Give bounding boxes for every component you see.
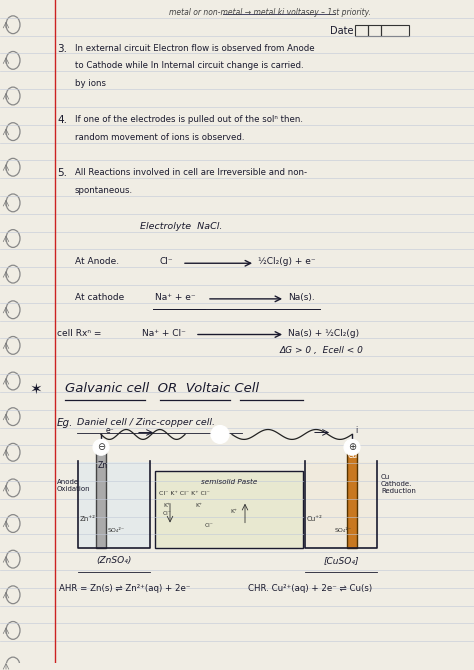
Text: Cu
Cathode.
Reduction: Cu Cathode. Reduction bbox=[381, 474, 416, 494]
Text: Cl⁻: Cl⁻ bbox=[163, 511, 172, 516]
Text: SO₄²⁻: SO₄²⁻ bbox=[335, 529, 352, 533]
Text: AHR = Zn(s) ⇌ Zn²⁺(aq) + 2e⁻: AHR = Zn(s) ⇌ Zn²⁺(aq) + 2e⁻ bbox=[59, 584, 191, 593]
Text: Na⁺ + Cl⁻: Na⁺ + Cl⁻ bbox=[142, 328, 186, 338]
Text: 3.: 3. bbox=[57, 44, 67, 54]
Text: Daniel cell / Zinc-copper cell.: Daniel cell / Zinc-copper cell. bbox=[77, 417, 215, 427]
Text: Electrolyte  NaCl.: Electrolyte NaCl. bbox=[140, 222, 222, 230]
Text: [CuSO₄]: [CuSO₄] bbox=[323, 556, 359, 565]
Text: Cu⁺²: Cu⁺² bbox=[307, 516, 323, 522]
Text: ⊖: ⊖ bbox=[97, 442, 105, 452]
Text: All Reactions involved in cell are Irreversible and non-: All Reactions involved in cell are Irrev… bbox=[75, 168, 307, 178]
Text: by ions: by ions bbox=[75, 79, 106, 88]
Text: K⁺: K⁺ bbox=[230, 509, 237, 514]
Text: ⊕: ⊕ bbox=[348, 442, 356, 452]
Text: Date: Date bbox=[330, 25, 354, 36]
Text: Zn⁺²: Zn⁺² bbox=[80, 516, 96, 522]
Bar bbox=[306, 462, 376, 547]
Text: In external circuit Electron flow is observed from Anode: In external circuit Electron flow is obs… bbox=[75, 44, 315, 52]
Text: Na⁺ + e⁻: Na⁺ + e⁻ bbox=[155, 293, 196, 302]
Text: K⁺: K⁺ bbox=[163, 502, 170, 508]
Text: Na(s) + ½Cl₂(g): Na(s) + ½Cl₂(g) bbox=[288, 328, 359, 338]
Bar bbox=[368, 25, 381, 36]
Text: e⁻: e⁻ bbox=[106, 425, 115, 435]
Text: random movement of ions is observed.: random movement of ions is observed. bbox=[75, 133, 245, 141]
Bar bbox=[347, 450, 357, 548]
Text: Cl⁻: Cl⁻ bbox=[160, 257, 173, 266]
Text: Eg.: Eg. bbox=[57, 417, 73, 427]
Bar bbox=[381, 25, 409, 36]
Text: SO₄²⁻: SO₄²⁻ bbox=[108, 529, 125, 533]
Bar bbox=[355, 25, 368, 36]
Text: At cathode: At cathode bbox=[75, 293, 124, 302]
Text: cell Rxⁿ =: cell Rxⁿ = bbox=[57, 328, 101, 338]
Text: Anode
Oxidation: Anode Oxidation bbox=[57, 479, 91, 492]
Text: K⁺: K⁺ bbox=[195, 502, 202, 508]
Text: 5.: 5. bbox=[57, 168, 67, 178]
Text: (ZnSO₄): (ZnSO₄) bbox=[96, 556, 132, 565]
Text: ΔG > 0 ,  Ecell < 0: ΔG > 0 , Ecell < 0 bbox=[280, 346, 364, 355]
Text: semisolid Paste: semisolid Paste bbox=[201, 479, 257, 485]
Text: At Anode.: At Anode. bbox=[75, 257, 119, 266]
Bar bbox=[155, 471, 303, 548]
Text: CHR. Cu²⁺(aq) + 2e⁻ ⇌ Cu(s): CHR. Cu²⁺(aq) + 2e⁻ ⇌ Cu(s) bbox=[248, 584, 372, 593]
Text: If one of the electrodes is pulled out of the solⁿ then.: If one of the electrodes is pulled out o… bbox=[75, 115, 303, 124]
Text: Zn: Zn bbox=[98, 461, 108, 470]
Circle shape bbox=[93, 440, 109, 455]
Text: Cl⁻ K⁺ Cl⁻ K⁺ Cl⁻: Cl⁻ K⁺ Cl⁻ K⁺ Cl⁻ bbox=[159, 491, 210, 496]
Text: Na(s).: Na(s). bbox=[288, 293, 315, 302]
Text: ✶: ✶ bbox=[30, 382, 43, 397]
Bar bbox=[96, 450, 106, 548]
Text: 4.: 4. bbox=[57, 115, 67, 125]
Text: Cu: Cu bbox=[348, 452, 358, 460]
Circle shape bbox=[217, 431, 223, 438]
Text: metal or non-metal → metal ki voltasey – 1st priority.: metal or non-metal → metal ki voltasey –… bbox=[169, 8, 371, 17]
Text: ½Cl₂(g) + e⁻: ½Cl₂(g) + e⁻ bbox=[258, 257, 316, 266]
Text: spontaneous.: spontaneous. bbox=[75, 186, 133, 195]
Text: i: i bbox=[355, 425, 357, 435]
Circle shape bbox=[211, 425, 229, 444]
Text: to Cathode while In Internal circuit change is carried.: to Cathode while In Internal circuit cha… bbox=[75, 62, 304, 70]
Circle shape bbox=[344, 440, 360, 455]
Bar bbox=[79, 462, 149, 547]
Text: Cl⁻: Cl⁻ bbox=[205, 523, 214, 527]
Text: Galvanic cell  OR  Voltaic Cell: Galvanic cell OR Voltaic Cell bbox=[65, 382, 259, 395]
